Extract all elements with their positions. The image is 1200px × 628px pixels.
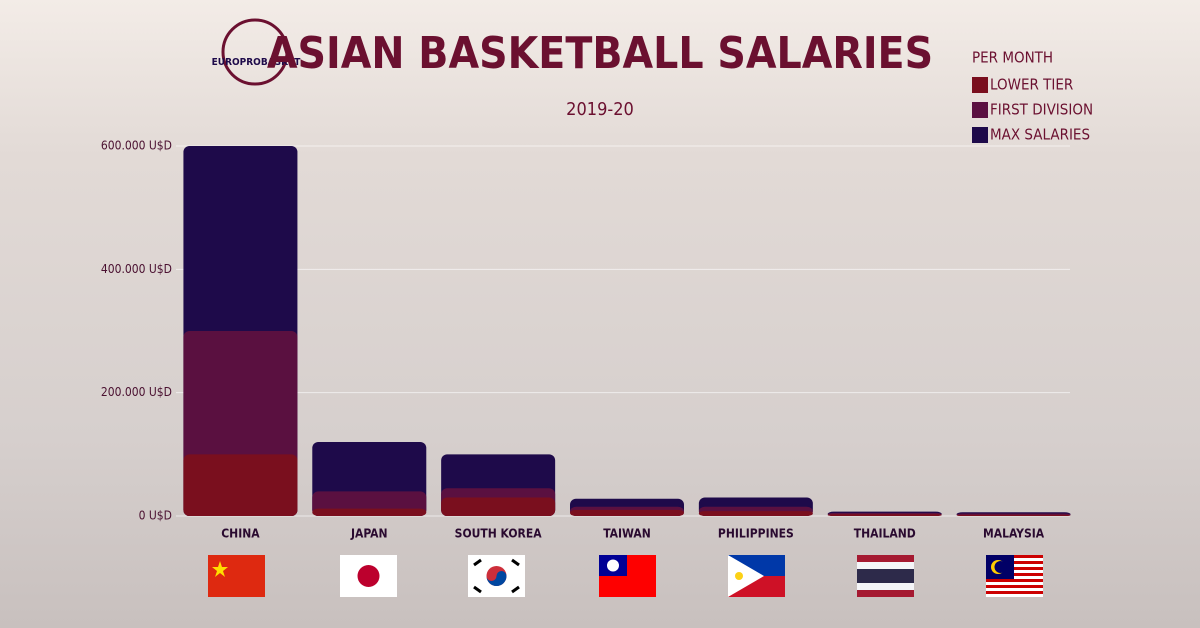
y-tick-label: 600.000 U$D [101,139,172,153]
bar [441,497,556,516]
y-tick-label: 200.000 U$D [101,385,172,399]
x-tick-label: THAILAND [854,527,916,541]
x-tick-label: CHINA [221,527,260,541]
x-tick-label: TAIWAN [603,527,651,541]
legend-swatch [972,102,988,118]
y-tick-label: 0 U$D [139,509,172,523]
bar [570,509,684,516]
chart-title: ASIAN BASKETBALL SALARIES [267,28,933,79]
x-tick-label: PHILIPPINES [718,527,794,541]
flags [208,555,1043,597]
x-tick-label: SOUTH KOREA [455,527,543,541]
logo-text: EUROPROBASKET [212,57,302,68]
bar [183,454,298,516]
legend-label: LOWER TIER [990,76,1073,94]
legend-label: FIRST DIVISION [990,101,1093,119]
y-tick-label: 400.000 U$D [101,262,172,276]
legend-title: PER MONTH [972,49,1053,67]
x-tick-label: JAPAN [350,527,388,541]
chart-subtitle: 2019-20 [566,99,634,120]
legend-swatch [972,127,988,143]
bar [827,514,942,516]
legend-label: MAX SALARIES [990,126,1090,144]
bar [698,511,813,516]
x-tick-label: MALAYSIA [983,527,1045,541]
legend-swatch [972,77,988,93]
bar [312,508,427,516]
logo: EUROPROBASKET [212,18,302,86]
bar [956,514,1071,516]
